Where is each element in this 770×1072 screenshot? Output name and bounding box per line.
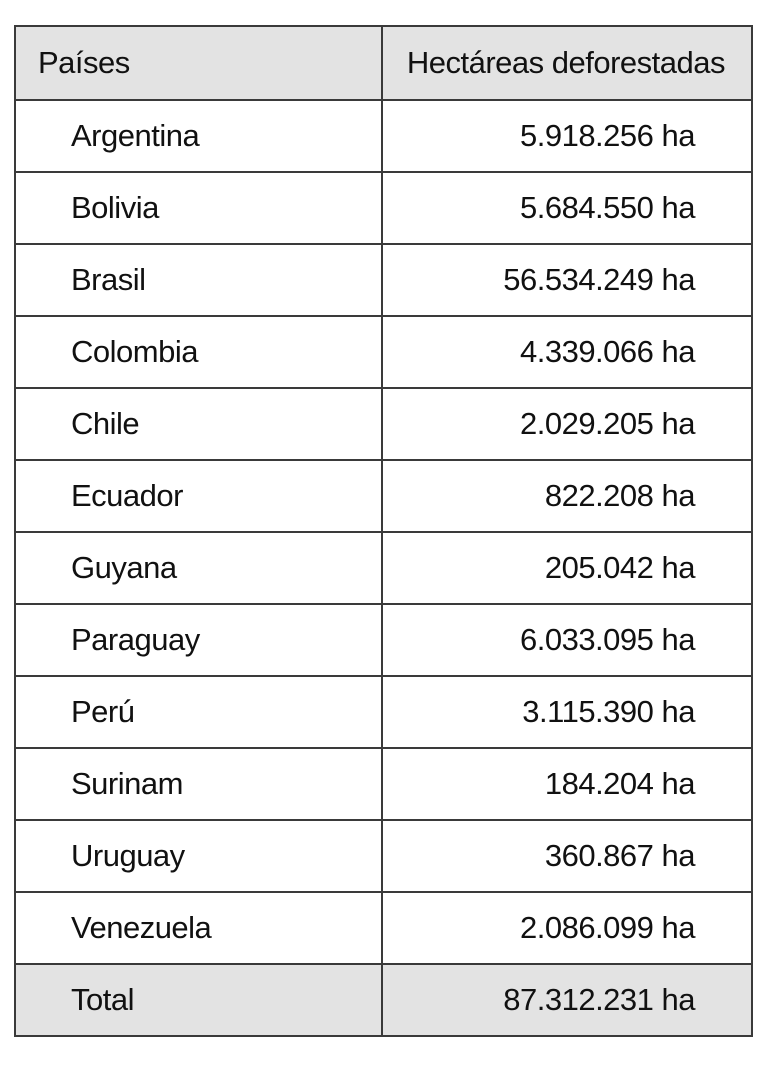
total-label: Total: [14, 963, 383, 1037]
hectares-cell: 184.204 ha: [381, 747, 753, 821]
country-cell: Uruguay: [14, 819, 383, 893]
country-cell: Paraguay: [14, 603, 383, 677]
table-row: Ecuador 822.208 ha: [14, 459, 753, 533]
country-cell: Guyana: [14, 531, 383, 605]
total-hectares: 87.312.231 ha: [381, 963, 753, 1037]
country-cell: Argentina: [14, 99, 383, 173]
table-row: Bolivia 5.684.550 ha: [14, 171, 753, 245]
table-header: Países Hectáreas deforestadas: [14, 25, 753, 101]
deforestation-table: Países Hectáreas deforestadas Argentina …: [14, 25, 753, 1037]
column-header-countries: Países: [14, 25, 383, 101]
hectares-cell: 5.918.256 ha: [381, 99, 753, 173]
table-row: Chile 2.029.205 ha: [14, 387, 753, 461]
table-row: Perú 3.115.390 ha: [14, 675, 753, 749]
table-row: Argentina 5.918.256 ha: [14, 99, 753, 173]
deforestation-table-container: Países Hectáreas deforestadas Argentina …: [14, 25, 753, 1037]
country-cell: Ecuador: [14, 459, 383, 533]
country-cell: Surinam: [14, 747, 383, 821]
table-header-row: Países Hectáreas deforestadas: [14, 25, 753, 101]
hectares-cell: 2.086.099 ha: [381, 891, 753, 965]
total-row: Total 87.312.231 ha: [14, 963, 753, 1037]
hectares-cell: 205.042 ha: [381, 531, 753, 605]
hectares-cell: 4.339.066 ha: [381, 315, 753, 389]
hectares-cell: 5.684.550 ha: [381, 171, 753, 245]
table-row: Colombia 4.339.066 ha: [14, 315, 753, 389]
country-cell: Bolivia: [14, 171, 383, 245]
table-row: Surinam 184.204 ha: [14, 747, 753, 821]
table-row: Paraguay 6.033.095 ha: [14, 603, 753, 677]
country-cell: Colombia: [14, 315, 383, 389]
table-body: Argentina 5.918.256 ha Bolivia 5.684.550…: [14, 99, 753, 965]
table-footer: Total 87.312.231 ha: [14, 963, 753, 1037]
hectares-cell: 3.115.390 ha: [381, 675, 753, 749]
hectares-cell: 6.033.095 ha: [381, 603, 753, 677]
country-cell: Perú: [14, 675, 383, 749]
hectares-cell: 56.534.249 ha: [381, 243, 753, 317]
column-header-hectares: Hectáreas deforestadas: [381, 25, 753, 101]
table-row: Uruguay 360.867 ha: [14, 819, 753, 893]
hectares-cell: 822.208 ha: [381, 459, 753, 533]
country-cell: Brasil: [14, 243, 383, 317]
hectares-cell: 360.867 ha: [381, 819, 753, 893]
table-row: Venezuela 2.086.099 ha: [14, 891, 753, 965]
country-cell: Chile: [14, 387, 383, 461]
country-cell: Venezuela: [14, 891, 383, 965]
hectares-cell: 2.029.205 ha: [381, 387, 753, 461]
table-row: Guyana 205.042 ha: [14, 531, 753, 605]
table-row: Brasil 56.534.249 ha: [14, 243, 753, 317]
